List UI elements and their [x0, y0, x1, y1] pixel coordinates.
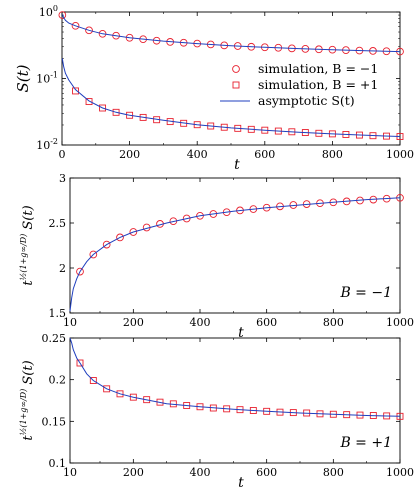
data-point-circle — [89, 250, 98, 259]
data-point-circle — [102, 240, 111, 249]
x-tick-label: 200 — [119, 148, 140, 161]
data-point-square — [103, 385, 111, 393]
x-tick-label: 1000 — [386, 466, 414, 479]
asymptotic-curve — [61, 58, 401, 137]
data-point-circle — [58, 11, 67, 19]
legend-marker-circle — [232, 65, 240, 73]
y-tick-label: 10-2 — [36, 137, 58, 152]
x-tick-label: 0 — [59, 148, 66, 161]
panel-annotation: B = −1 — [339, 285, 392, 301]
legend-label: simulation, B = −1 — [258, 61, 378, 76]
y-tick-label: 10-1 — [36, 71, 58, 86]
panel-annotation: B = +1 — [339, 435, 392, 451]
data-point-circle — [76, 267, 84, 276]
plot-frame — [69, 337, 401, 464]
x-tick-label: 400 — [190, 316, 211, 329]
data-point-square — [89, 377, 97, 384]
x-axis-label: t — [238, 475, 244, 491]
x-tick-label: 600 — [254, 148, 275, 161]
data-point-square — [85, 98, 93, 106]
data-point-circle — [129, 228, 138, 236]
x-tick-label: 10 — [63, 316, 77, 329]
asymptotic-curve — [69, 197, 401, 312]
y-axis-label: t½(1+g∞/D) S(t) — [19, 205, 36, 285]
y-tick-label: 0.25 — [42, 332, 67, 345]
x-tick-label: 1000 — [386, 316, 414, 329]
asymptotic-curve — [69, 337, 401, 417]
data-point-square — [76, 359, 84, 367]
legend-marker-square — [232, 81, 240, 89]
y-tick-label: 3 — [59, 172, 66, 185]
y-tick-label: 0.15 — [42, 415, 67, 428]
y-axis-label: S(t) — [14, 64, 32, 92]
y-tick-label: 2.5 — [49, 217, 67, 230]
data-point-square — [112, 108, 120, 116]
x-tick-label: 800 — [323, 316, 344, 329]
data-point-square — [72, 87, 79, 95]
y-tick-label: 1.5 — [49, 307, 67, 320]
x-tick-label: 600 — [256, 466, 277, 479]
x-axis-label: t — [238, 325, 244, 341]
data-point-square — [129, 393, 137, 401]
y-tick-label: 0.2 — [49, 374, 67, 387]
data-point-circle — [71, 21, 80, 30]
x-tick-label: 10 — [63, 466, 77, 479]
x-tick-label: 400 — [187, 148, 208, 161]
asymptotic-curve — [61, 14, 401, 53]
data-point-circle — [85, 26, 93, 35]
legend-label: asymptotic S(t) — [258, 93, 355, 108]
y-tick-label: 2 — [59, 262, 66, 275]
x-tick-label: 400 — [190, 466, 211, 479]
x-tick-label: 200 — [123, 466, 144, 479]
legend-label: simulation, B = +1 — [258, 77, 378, 92]
data-point-square — [116, 390, 124, 398]
plot-frame — [69, 177, 401, 314]
y-tick-label: 100 — [39, 4, 58, 19]
y-tick-label: 0.1 — [49, 457, 67, 470]
x-tick-label: 200 — [123, 316, 144, 329]
x-tick-label: 800 — [322, 148, 343, 161]
x-axis-label: t — [234, 157, 240, 173]
x-tick-label: 1000 — [386, 148, 414, 161]
x-tick-label: 600 — [256, 316, 277, 329]
data-point-circle — [182, 214, 191, 223]
data-point-square — [99, 104, 107, 112]
y-axis-label: t½(1+g∞/D) S(t) — [19, 360, 36, 440]
x-tick-label: 800 — [323, 466, 344, 479]
data-point-circle — [116, 233, 124, 242]
